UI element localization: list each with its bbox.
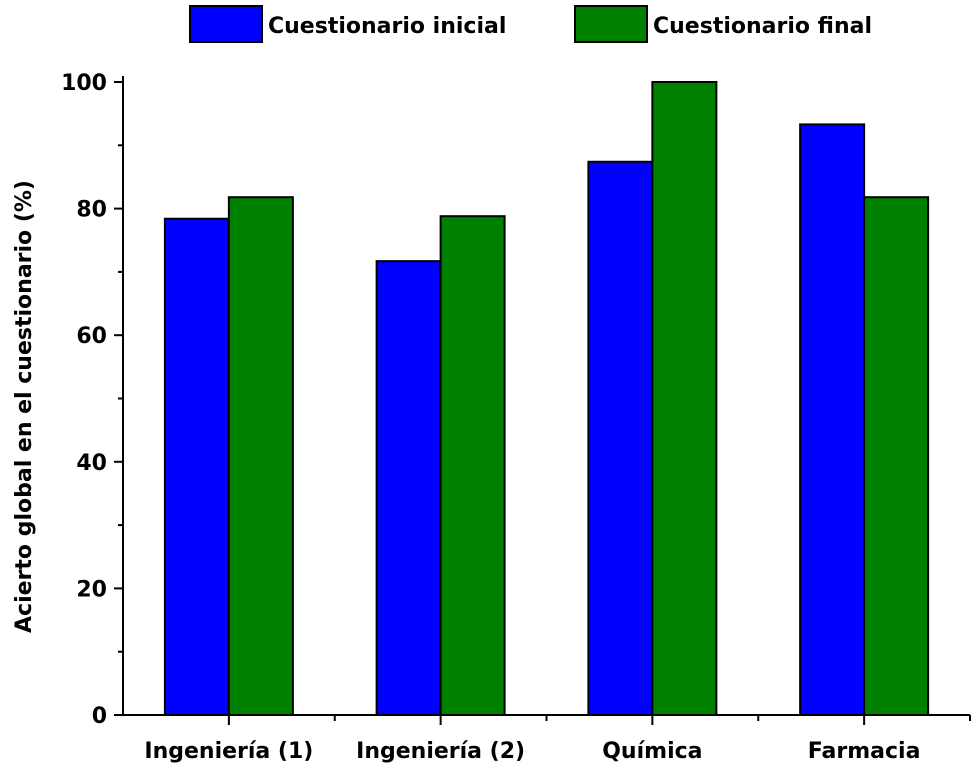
legend-item-initial: Cuestionario inicial bbox=[189, 5, 506, 43]
x-tick-label: Ingeniería (2) bbox=[356, 739, 525, 764]
x-tick-label: Farmacia bbox=[808, 739, 921, 764]
bar-final-4 bbox=[863, 196, 930, 716]
legend: Cuestionario inicial Cuestionario final bbox=[189, 5, 872, 43]
y-tick-label: 80 bbox=[76, 198, 107, 223]
legend-label: Cuestionario final bbox=[653, 14, 872, 39]
y-tick-label: 40 bbox=[76, 451, 107, 476]
y-tick-label: 20 bbox=[76, 577, 107, 602]
y-tick-label: 100 bbox=[61, 71, 107, 96]
x-tick-label: Química bbox=[602, 739, 702, 764]
bar-initial-1 bbox=[163, 217, 230, 716]
legend-swatch bbox=[189, 5, 263, 43]
bar-initial-4 bbox=[799, 123, 866, 716]
y-tick-label: 0 bbox=[92, 704, 107, 729]
y-tick-label: 60 bbox=[76, 324, 107, 349]
legend-item-final: Cuestionario final bbox=[574, 5, 872, 43]
legend-swatch bbox=[574, 5, 648, 43]
bar-initial-3 bbox=[587, 160, 654, 716]
ticks: 0 20 40 60 80 100 Ingeniería (1) Ingeniería (2)… bbox=[61, 71, 971, 764]
bars bbox=[163, 81, 930, 716]
bar-initial-2 bbox=[375, 260, 442, 716]
bar-final-3 bbox=[651, 81, 718, 716]
bar-final-2 bbox=[439, 215, 506, 716]
x-tick-label: Ingeniería (1) bbox=[144, 739, 313, 764]
bar-final-1 bbox=[227, 196, 294, 716]
legend-label: Cuestionario inicial bbox=[268, 14, 506, 39]
y-axis-title: Acierto global en el cuestionario (%) bbox=[12, 180, 37, 633]
